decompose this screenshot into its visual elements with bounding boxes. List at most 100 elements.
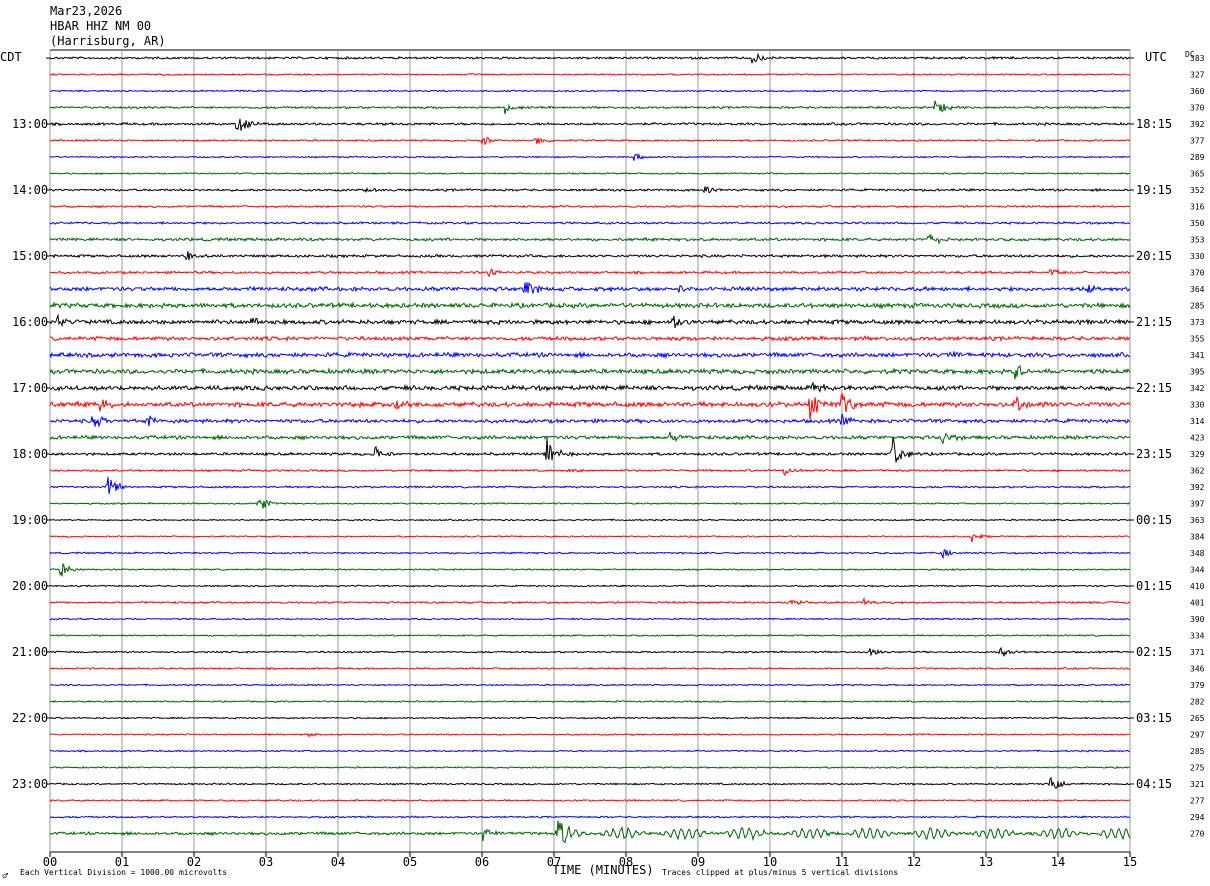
utc-hour-label: 04:15 [1136, 777, 1172, 791]
dc-offset-label: 401 [1190, 599, 1205, 608]
seismic-trace [49, 716, 1131, 720]
dc-offset-label: 383 [1190, 54, 1205, 63]
dc-offset-label: 362 [1190, 467, 1205, 476]
dc-offset-label: 321 [1190, 780, 1205, 789]
seismic-trace [49, 350, 1131, 360]
dc-offset-label: 327 [1190, 71, 1205, 80]
dc-offset-label: 355 [1190, 335, 1205, 344]
cdt-hour-label: 21:00 [12, 645, 48, 659]
seismic-trace [49, 646, 1131, 657]
dc-offset-label: 360 [1190, 87, 1205, 96]
seismic-trace [49, 533, 1131, 543]
dc-offset-label: 330 [1190, 401, 1205, 410]
dc-offset-label: 392 [1190, 120, 1205, 129]
seismic-trace [49, 732, 1131, 738]
dc-offset-label: 294 [1190, 813, 1205, 822]
seismic-trace [49, 499, 1131, 509]
cdt-hour-label: 16:00 [12, 315, 48, 329]
x-tick-label: 09 [691, 855, 705, 869]
seismic-trace [49, 72, 1131, 77]
dc-offset-label: 373 [1190, 318, 1205, 327]
x-tick-label: 07 [547, 855, 561, 869]
dc-offset-label: 410 [1190, 582, 1205, 591]
cdt-hour-label: 13:00 [12, 117, 48, 131]
utc-axis-label: UTC [1145, 50, 1167, 64]
seismic-trace [49, 89, 1131, 93]
seismic-trace [49, 52, 1131, 64]
seismic-trace [49, 413, 1131, 428]
seismic-trace [49, 563, 1131, 577]
x-tick-label: 03 [259, 855, 273, 869]
seismic-trace [49, 798, 1131, 803]
location-label: (Harrisburg, AR) [50, 34, 166, 48]
seismic-trace [49, 393, 1131, 420]
seismic-trace [49, 153, 1131, 161]
clipping-note: Traces clipped at plus/minus 5 vertical … [662, 868, 898, 877]
seismic-trace [49, 548, 1131, 560]
x-tick-label: 13 [979, 855, 993, 869]
dc-label: DC [1185, 50, 1195, 59]
utc-hour-label: 00:15 [1136, 513, 1172, 527]
seismic-trace [49, 301, 1131, 310]
utc-hour-label: 21:15 [1136, 315, 1172, 329]
seismic-trace [49, 381, 1131, 393]
seismic-trace [49, 815, 1131, 819]
seismic-trace [49, 437, 1131, 463]
seismic-trace [49, 765, 1131, 769]
seismic-trace [49, 100, 1131, 115]
seismic-trace [49, 476, 1131, 495]
x-tick-label: 04 [331, 855, 345, 869]
seismic-trace [49, 666, 1131, 671]
seismic-trace [49, 518, 1131, 522]
dc-offset-label: 364 [1190, 285, 1205, 294]
cdt-hour-label: 19:00 [12, 513, 48, 527]
x-tick-label: 10 [763, 855, 777, 869]
cdt-hour-label: 22:00 [12, 711, 48, 725]
dc-offset-label: 397 [1190, 500, 1205, 509]
x-tick-label: 15 [1123, 855, 1137, 869]
seismic-trace [49, 334, 1131, 343]
dc-offset-label: 285 [1190, 302, 1205, 311]
x-tick-label: 12 [907, 855, 921, 869]
cdt-hour-label: 14:00 [12, 183, 48, 197]
seismic-trace [49, 313, 1131, 328]
dc-offset-label: 423 [1190, 434, 1205, 443]
utc-hour-label: 18:15 [1136, 117, 1172, 131]
seismic-trace [49, 268, 1131, 278]
dc-offset-label: 379 [1190, 681, 1205, 690]
seismic-trace [49, 204, 1131, 209]
x-tick-label: 11 [835, 855, 849, 869]
dc-offset-label: 346 [1190, 665, 1205, 674]
seismic-traces [49, 52, 1131, 844]
dc-offset-label: 314 [1190, 417, 1205, 426]
cdt-hour-label: 18:00 [12, 447, 48, 461]
dc-offset-label: 265 [1190, 714, 1205, 723]
seismic-trace [49, 220, 1131, 226]
dc-offset-label: 350 [1190, 219, 1205, 228]
x-axis-title: TIME (MINUTES) [552, 863, 653, 877]
dc-offset-label: 353 [1190, 236, 1205, 245]
seismic-trace [49, 186, 1131, 194]
axis-labels: 00 01 02 03 04 05 06 07 08 09 10 11 12 13 14 15 383 327 36… [12, 54, 1205, 869]
x-tick-label: 08 [619, 855, 633, 869]
dc-offset-label: 348 [1190, 549, 1205, 558]
dc-offset-label: 297 [1190, 731, 1205, 740]
seismic-trace [49, 596, 1131, 606]
dc-offset-label: 370 [1190, 269, 1205, 278]
dc-offset-label: 316 [1190, 203, 1205, 212]
utc-hour-label: 20:15 [1136, 249, 1172, 263]
dc-offset-label: 329 [1190, 450, 1205, 459]
x-tick-label: 01 [115, 855, 129, 869]
utc-hour-label: 19:15 [1136, 183, 1172, 197]
x-tick-label: 14 [1051, 855, 1065, 869]
dc-offset-label: 277 [1190, 797, 1205, 806]
seismic-trace [49, 137, 1131, 146]
dc-offset-label: 341 [1190, 351, 1205, 360]
utc-hour-label: 22:15 [1136, 381, 1172, 395]
dc-offset-label: 285 [1190, 747, 1205, 756]
x-tick-label: 02 [187, 855, 201, 869]
dc-offset-label: 334 [1190, 632, 1205, 641]
x-tick-label: 06 [475, 855, 489, 869]
dc-offset-label: 275 [1190, 764, 1205, 773]
dc-offset-label: 384 [1190, 533, 1205, 542]
